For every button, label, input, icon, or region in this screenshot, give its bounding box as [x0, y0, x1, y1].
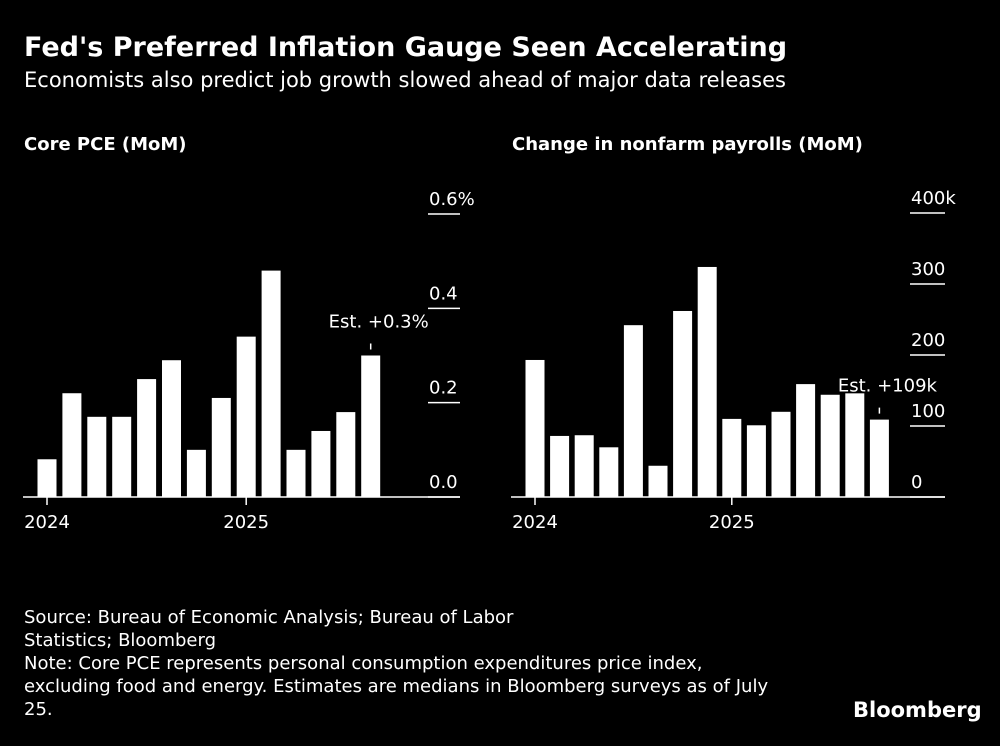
x-tick-label: 2025: [709, 512, 755, 533]
bar: [186, 449, 206, 497]
bar: [550, 435, 570, 497]
bar: [623, 325, 643, 497]
chart-title: Core PCE (MoM): [24, 134, 187, 155]
bar: [722, 418, 742, 497]
bar: [311, 430, 331, 497]
y-tick-label: 0.6%: [429, 189, 475, 210]
chart-title: Change in nonfarm payrolls (MoM): [512, 134, 863, 155]
subtitle: Economists also predict job growth slowe…: [24, 68, 786, 92]
brand: Bloomberg: [853, 698, 982, 722]
bar: [673, 310, 693, 497]
bar: [137, 379, 157, 497]
bar: [599, 447, 619, 497]
title: Fed's Preferred Inflation Gauge Seen Acc…: [24, 32, 788, 63]
y-tick-label: 0: [911, 472, 922, 493]
annotation: Est. +0.3%: [329, 312, 429, 333]
bar: [162, 360, 181, 497]
bar: [771, 411, 791, 497]
bar: [746, 425, 766, 497]
bar: [87, 416, 107, 497]
bar: [869, 419, 889, 497]
y-tick-label: 100: [911, 401, 945, 422]
x-tick-label: 2024: [24, 512, 70, 533]
bar: [286, 449, 306, 497]
y-tick-label: 200: [911, 330, 945, 351]
bar: [361, 355, 381, 497]
bar: [796, 384, 816, 497]
y-tick-label: 300: [911, 259, 945, 280]
x-tick-label: 2024: [512, 512, 558, 533]
x-tick-label: 2025: [223, 512, 269, 533]
bar: [211, 397, 231, 497]
annotation: Est. +109k: [838, 376, 938, 397]
y-tick-label: 400k: [911, 188, 956, 209]
bar: [37, 459, 57, 497]
note: Note: Core PCE represents personal consu…: [24, 653, 769, 720]
bar: [820, 394, 840, 497]
charts: Core PCE (MoM) 0.0 0.2 0.4 0.6% 2024 2025 Est. …: [23, 134, 956, 533]
y-tick-label: 0.4: [429, 283, 458, 304]
bar: [845, 393, 865, 497]
bar: [525, 359, 545, 497]
y-tick-label: 0.2: [429, 378, 458, 399]
source: Source: Bureau of Economic Analysis; Bur…: [24, 607, 514, 651]
bar: [336, 412, 356, 497]
bar: [697, 266, 717, 497]
bar: [236, 336, 256, 497]
bar: [62, 393, 82, 497]
bar: [574, 435, 594, 497]
y-tick-label: 0.0: [429, 472, 458, 493]
bar: [112, 416, 132, 497]
bar: [261, 270, 281, 497]
bar: [648, 465, 668, 497]
